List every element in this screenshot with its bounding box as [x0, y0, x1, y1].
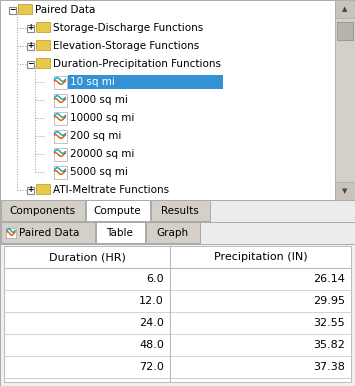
Bar: [18, 5, 24, 8]
Text: 5000 sq mi: 5000 sq mi: [70, 167, 128, 177]
Text: ▲: ▲: [342, 6, 348, 12]
Text: 29.95: 29.95: [313, 296, 345, 306]
Text: −: −: [9, 5, 15, 15]
Text: +: +: [27, 186, 33, 195]
Text: Graph: Graph: [157, 228, 189, 238]
Bar: [0, 0, 335, 200]
Text: Duration (HR): Duration (HR): [49, 252, 125, 262]
Bar: [54, 166, 66, 178]
Text: Compute: Compute: [94, 206, 141, 216]
Text: ▼: ▼: [342, 188, 348, 194]
Text: 20000 sq mi: 20000 sq mi: [70, 149, 135, 159]
Text: Paired Data: Paired Data: [19, 228, 80, 238]
Text: 12.0: 12.0: [139, 296, 164, 306]
Text: Precipitation (IN): Precipitation (IN): [214, 252, 307, 262]
Text: 37.38: 37.38: [313, 362, 345, 372]
Bar: [36, 59, 42, 62]
Text: Elevation-Storage Functions: Elevation-Storage Functions: [53, 41, 199, 51]
Bar: [54, 76, 66, 88]
Text: 200 sq mi: 200 sq mi: [70, 131, 121, 141]
Bar: [86, 200, 150, 221]
Bar: [6, 228, 16, 238]
Bar: [54, 93, 66, 107]
Text: 35.82: 35.82: [313, 340, 345, 350]
Text: Table: Table: [106, 228, 133, 238]
Bar: [27, 61, 33, 68]
Text: Components: Components: [10, 206, 76, 216]
Text: 32.55: 32.55: [313, 318, 345, 328]
Text: 10000 sq mi: 10000 sq mi: [70, 113, 135, 123]
Text: 48.0: 48.0: [139, 340, 164, 350]
Bar: [36, 40, 50, 50]
Bar: [335, 182, 355, 200]
Bar: [335, 0, 355, 18]
Bar: [96, 222, 145, 243]
Text: −: −: [27, 59, 33, 68]
Bar: [0, 200, 355, 222]
Text: 26.14: 26.14: [313, 274, 345, 284]
Bar: [54, 147, 66, 161]
Text: Storage-Discharge Functions: Storage-Discharge Functions: [53, 23, 203, 33]
Bar: [1, 222, 95, 243]
Text: 72.0: 72.0: [139, 362, 164, 372]
Bar: [27, 24, 33, 32]
Bar: [146, 222, 200, 243]
Bar: [68, 75, 223, 89]
Text: ATI-Meltrate Functions: ATI-Meltrate Functions: [53, 185, 169, 195]
Bar: [0, 222, 355, 244]
Bar: [27, 186, 33, 193]
Text: 6.0: 6.0: [146, 274, 164, 284]
Text: 24.0: 24.0: [139, 318, 164, 328]
Bar: [36, 23, 42, 26]
Bar: [151, 200, 210, 221]
Bar: [54, 129, 66, 142]
Bar: [36, 185, 42, 188]
Bar: [0, 222, 355, 386]
Bar: [335, 0, 355, 200]
Bar: [36, 184, 50, 194]
Bar: [9, 7, 16, 14]
Bar: [54, 112, 66, 125]
Text: +: +: [27, 24, 33, 32]
Bar: [1, 200, 85, 221]
Bar: [36, 41, 42, 44]
Bar: [337, 22, 353, 40]
Text: 1000 sq mi: 1000 sq mi: [70, 95, 128, 105]
Text: Duration-Precipitation Functions: Duration-Precipitation Functions: [53, 59, 221, 69]
Bar: [36, 22, 50, 32]
Text: +: +: [27, 42, 33, 51]
Text: Paired Data: Paired Data: [35, 5, 95, 15]
Bar: [18, 4, 32, 14]
Bar: [36, 58, 50, 68]
Text: 10 sq mi: 10 sq mi: [70, 77, 115, 87]
Text: Results: Results: [161, 206, 199, 216]
Bar: [27, 42, 33, 49]
Bar: [4, 246, 351, 382]
